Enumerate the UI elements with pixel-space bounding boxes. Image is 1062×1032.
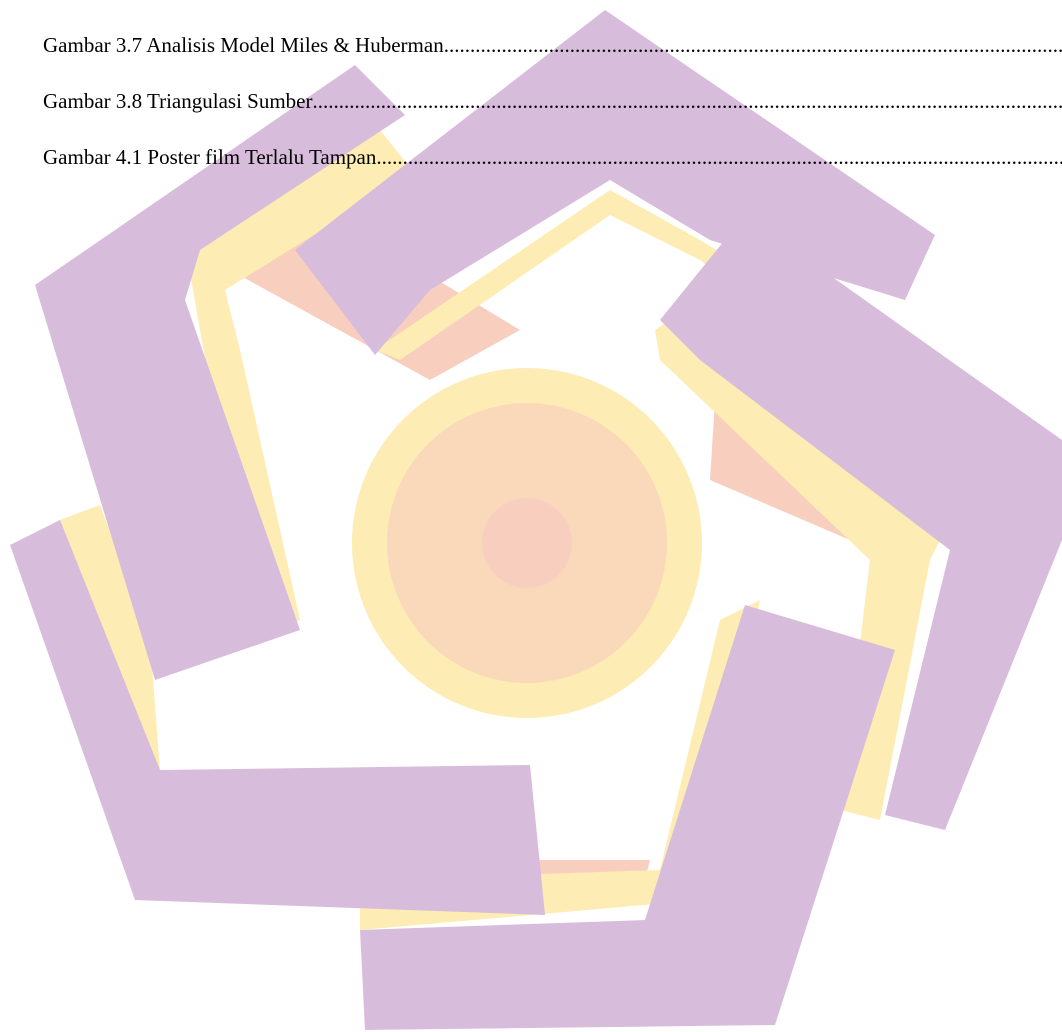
toc-leader-dots: ........................................… (376, 145, 1062, 169)
logo-purple-arm-top (295, 10, 935, 355)
logo-purple-arm-bottom (360, 605, 895, 1030)
logo-purple-arm-bottom-left (10, 520, 545, 915)
logo-purple-arm-left (35, 65, 405, 680)
logo-purple-layer (10, 10, 1062, 1030)
toc-leader-dots: ........................................… (443, 33, 1062, 57)
toc-entry-figure-3-7[interactable]: Gambar 3.7 Analisis Model Miles & Huberm… (43, 33, 1062, 63)
toc-leader-dots: ........................................… (312, 89, 1062, 113)
logo-center-dot (482, 498, 572, 588)
logo-center (352, 368, 702, 718)
toc-entry-figure-3-8[interactable]: Gambar 3.8 Triangulasi Sumber ..........… (43, 89, 1062, 119)
toc-entry-label: Gambar 3.8 Triangulasi Sumber (43, 89, 313, 113)
toc-entry-label: Gambar 3.7 Analisis Model Miles & Huberm… (43, 33, 444, 57)
logo-purple-arm-right (660, 215, 1062, 830)
toc-entry-figure-4-1[interactable]: Gambar 4.1 Poster film Terlalu Tampan ..… (43, 145, 1062, 175)
toc-entry-label: Gambar 4.1 Poster film Terlalu Tampan (43, 145, 377, 169)
